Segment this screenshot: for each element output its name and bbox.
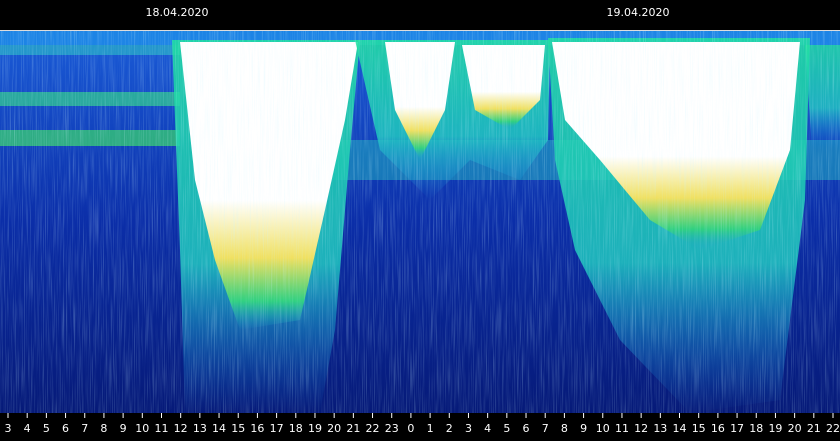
x-tick-label: 20 bbox=[788, 422, 802, 435]
x-tick-label: 4 bbox=[24, 422, 31, 435]
x-tick-label: 8 bbox=[561, 422, 568, 435]
x-tick-label: 1 bbox=[427, 422, 434, 435]
x-tick-label: 11 bbox=[154, 422, 168, 435]
x-tick-label: 22 bbox=[366, 422, 380, 435]
x-tick-label: 7 bbox=[542, 422, 549, 435]
x-tick-label: 14 bbox=[212, 422, 226, 435]
x-tick-label: 3 bbox=[465, 422, 472, 435]
date-label: 19.04.2020 bbox=[607, 6, 670, 19]
x-tick-label: 6 bbox=[523, 422, 530, 435]
x-tick-label: 12 bbox=[634, 422, 648, 435]
date-label: 18.04.2020 bbox=[146, 6, 209, 19]
x-tick-label: 20 bbox=[327, 422, 341, 435]
x-tick-label: 8 bbox=[100, 422, 107, 435]
x-tick-label: 0 bbox=[407, 422, 414, 435]
x-tick-label: 9 bbox=[120, 422, 127, 435]
x-tick-label: 19 bbox=[768, 422, 782, 435]
x-tick-label: 17 bbox=[730, 422, 744, 435]
x-tick-label: 3 bbox=[5, 422, 12, 435]
x-tick-label: 18 bbox=[289, 422, 303, 435]
axis-strip bbox=[0, 413, 840, 441]
x-tick-label: 2 bbox=[446, 422, 453, 435]
x-tick-label: 5 bbox=[43, 422, 50, 435]
x-tick-label: 16 bbox=[711, 422, 725, 435]
x-tick-label: 15 bbox=[692, 422, 706, 435]
x-tick-label: 15 bbox=[231, 422, 245, 435]
x-tick-label: 22 bbox=[826, 422, 840, 435]
x-tick-label: 17 bbox=[270, 422, 284, 435]
grain bbox=[0, 31, 840, 413]
x-tick-label: 19 bbox=[308, 422, 322, 435]
x-tick-label: 18 bbox=[749, 422, 763, 435]
x-tick-label: 11 bbox=[615, 422, 629, 435]
x-tick-label: 16 bbox=[250, 422, 264, 435]
plot-area bbox=[0, 31, 840, 413]
x-tick-label: 14 bbox=[673, 422, 687, 435]
x-tick-label: 21 bbox=[807, 422, 821, 435]
x-tick-label: 13 bbox=[653, 422, 667, 435]
x-tick-label: 9 bbox=[580, 422, 587, 435]
x-tick-label: 7 bbox=[81, 422, 88, 435]
x-tick-label: 6 bbox=[62, 422, 69, 435]
x-tick-label: 4 bbox=[484, 422, 491, 435]
x-tick-label: 13 bbox=[193, 422, 207, 435]
header-strip bbox=[0, 0, 840, 30]
x-tick-label: 10 bbox=[135, 422, 149, 435]
x-tick-label: 23 bbox=[385, 422, 399, 435]
x-tick-label: 10 bbox=[596, 422, 610, 435]
x-tick-label: 12 bbox=[174, 422, 188, 435]
x-tick-label: 5 bbox=[503, 422, 510, 435]
x-axis: 3 4 5 6 7 8 9 10 11 12 13 14 15 16 17 18 19 20 21 22 23 0 1 2 3 4… bbox=[5, 413, 840, 435]
x-tick-label: 21 bbox=[346, 422, 360, 435]
